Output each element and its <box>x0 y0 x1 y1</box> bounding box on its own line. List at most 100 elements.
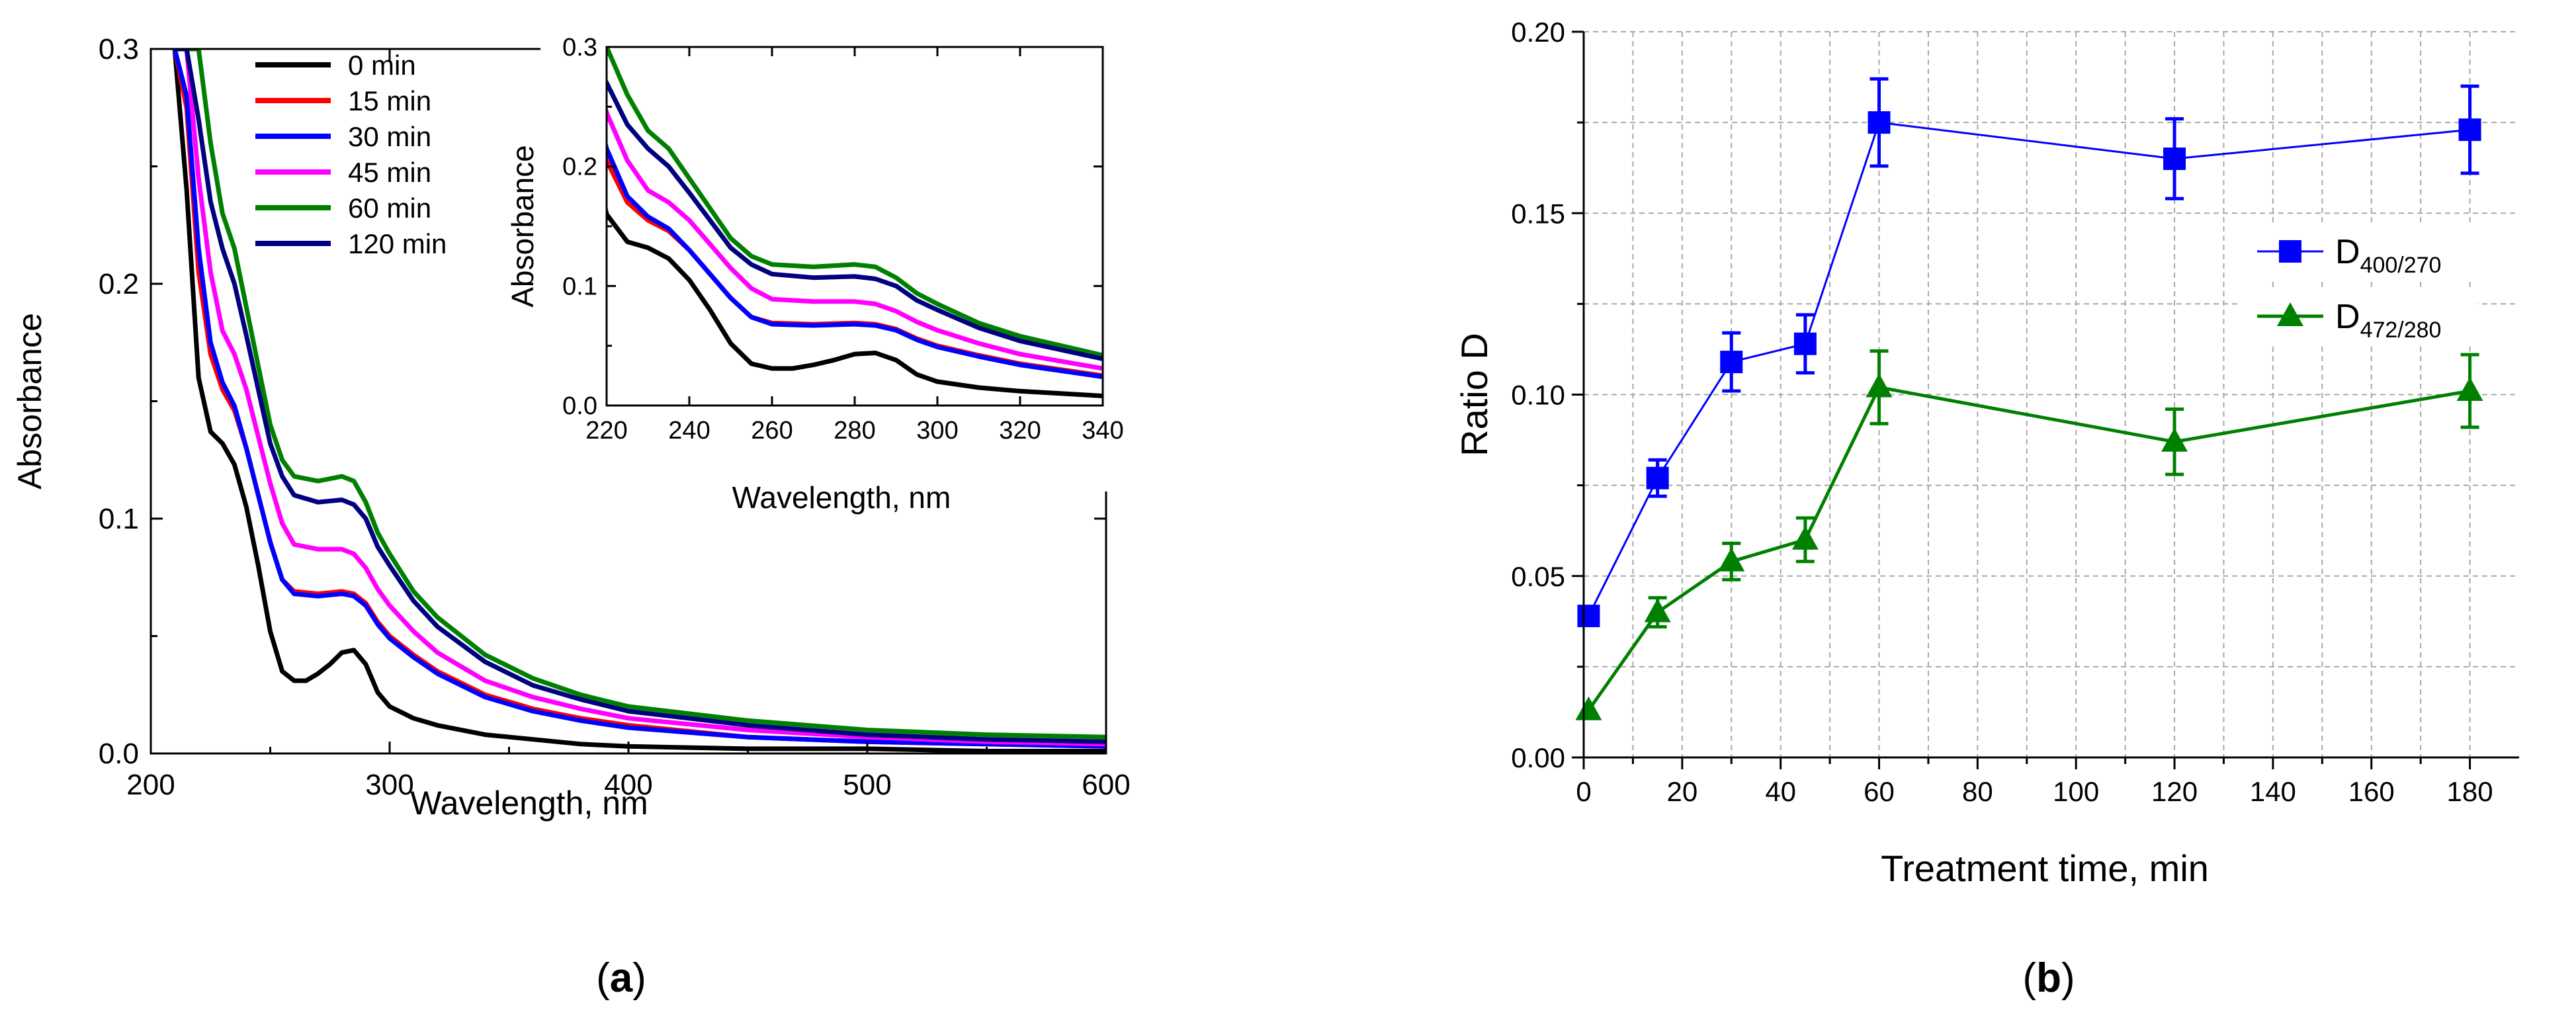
data-point-square <box>1577 605 1600 628</box>
legend-label: 60 min <box>348 193 431 224</box>
panel-caption: (a) <box>596 955 646 1001</box>
data-point-square <box>2163 147 2186 170</box>
data-point-square <box>1720 351 1743 374</box>
inset-series-line-30-min <box>607 139 1103 380</box>
series-triangle <box>1575 349 2483 720</box>
data-point-triangle <box>1718 547 1745 572</box>
legend-marker-triangle <box>2277 302 2303 326</box>
legend-label: 15 min <box>348 85 431 116</box>
panel-caption-close-paren: ) <box>2061 955 2075 1001</box>
legend-label: D472/280 <box>2335 298 2441 343</box>
x-tick-label: 600 <box>1082 769 1130 801</box>
x-tick-label: 100 <box>2053 776 2099 807</box>
series-line-D472/280 <box>1587 385 2471 712</box>
legend-label: 45 min <box>348 157 431 188</box>
y-tick-label: 0.05 <box>1511 561 1565 592</box>
y-tick-label: 0.1 <box>99 503 139 535</box>
inset-x-axis-label: Wavelength, nm <box>732 480 951 515</box>
legend-label: D400/270 <box>2335 233 2441 278</box>
legend-label: 120 min <box>348 228 447 259</box>
data-point-triangle <box>1575 696 1602 720</box>
panel-caption-open-paren: ( <box>2022 955 2036 1001</box>
inset-x-tick-label: 240 <box>668 417 710 445</box>
series-square <box>1577 77 2481 628</box>
chart-b-ratio-d: 0 20 40 60 80 100 120 140 160 180 0.00 0.05 0.10 0.15… <box>1453 17 2519 889</box>
panel-caption-letter: a <box>610 955 633 1001</box>
inset-y-tick-label: 0.2 <box>562 153 597 181</box>
y-tick-label: 0.0 <box>99 738 139 770</box>
series-line-30-min <box>172 49 1106 749</box>
inset-x-tick-label: 260 <box>751 417 793 445</box>
legend-label: 0 min <box>348 50 416 81</box>
inset-x-tick-label: 280 <box>834 417 875 445</box>
data-point-triangle <box>1791 525 1819 550</box>
inset-x-tick-label: 220 <box>585 417 627 445</box>
x-tick-label: 140 <box>2250 776 2296 807</box>
x-tick-label: 180 <box>2447 776 2493 807</box>
inset-series-line-60-min <box>607 47 1103 358</box>
legend-label-main: D <box>2335 298 2360 336</box>
y-tick-label: 0.00 <box>1511 742 1565 773</box>
x-tick-label: 20 <box>1666 776 1697 807</box>
panel-caption: (b) <box>2022 955 2075 1001</box>
legend-label: 30 min <box>348 121 431 152</box>
legend-label-subscript: 400/270 <box>2360 253 2442 278</box>
inset-y-tick-label: 0.3 <box>562 34 597 62</box>
chart-a-series-group <box>172 49 1106 753</box>
y-tick-label: 0.15 <box>1511 198 1565 229</box>
data-point-triangle <box>2161 427 2188 452</box>
data-point-square <box>1793 332 1817 355</box>
inset-x-tick-label: 300 <box>916 417 958 445</box>
legend: 0 min 15 min 30 min 45 min 60 min 120 min <box>255 50 447 259</box>
inset-x-tick-label: 340 <box>1082 417 1123 445</box>
panel-caption-close-paren: ) <box>632 955 646 1001</box>
legend-marker-square <box>2279 240 2301 263</box>
series-line-45-min <box>175 49 1106 747</box>
inset-series-line-0-min <box>607 203 1103 399</box>
x-tick-label: 200 <box>126 769 175 801</box>
inset-y-axis-label: Absorbance <box>505 145 540 308</box>
data-point-square <box>1868 111 1891 134</box>
data-point-square <box>2458 118 2481 142</box>
series-line-0-min <box>172 49 1106 753</box>
x-tick-label: 40 <box>1765 776 1796 807</box>
x-axis-label: Treatment time, min <box>1881 847 2209 889</box>
y-tick-label: 0.2 <box>99 268 139 300</box>
inset-series-line-120-min <box>607 78 1103 362</box>
data-point-square <box>1646 466 1669 490</box>
legend-label-main: D <box>2335 233 2360 271</box>
y-tick-label: 0.3 <box>99 33 139 65</box>
y-tick-label: 0.20 <box>1511 17 1565 48</box>
x-tick-label: 300 <box>365 769 413 801</box>
data-point-triangle <box>2456 377 2483 402</box>
series-line-60-min <box>175 49 1106 740</box>
x-tick-label: 500 <box>843 769 891 801</box>
y-axis-label: Ratio D <box>1453 333 1495 456</box>
inset-x-tick-label: 320 <box>999 417 1041 445</box>
panel-caption-open-paren: ( <box>596 955 610 1001</box>
panel-caption-letter: b <box>2036 955 2061 1001</box>
grid <box>1584 31 2519 757</box>
x-tick-label: 120 <box>2151 776 2198 807</box>
y-axis-label: Absorbance <box>11 313 48 490</box>
series-line-120-min <box>175 49 1106 744</box>
legend-label-subscript: 472/280 <box>2360 318 2442 343</box>
x-tick-label: 0 <box>1576 776 1591 807</box>
chart-a-inset: 220 240 260 280 300 320 340 0.0 0.1 0.2 0.3 Wavelen… <box>505 34 1124 515</box>
panel-captions: (a) (b) <box>596 955 2075 1001</box>
x-tick-label: 400 <box>604 769 652 801</box>
inset-series-group <box>607 47 1103 399</box>
x-axis-label: Wavelength, nm <box>410 785 648 822</box>
x-tick-label: 160 <box>2348 776 2395 807</box>
x-tick-label: 60 <box>1864 776 1895 807</box>
data-point-triangle <box>1866 373 1893 398</box>
inset-y-tick-label: 0.1 <box>562 273 597 300</box>
inset-series-line-45-min <box>607 105 1103 371</box>
y-tick-label: 0.10 <box>1511 380 1565 411</box>
inset-y-tick-label: 0.0 <box>562 392 597 420</box>
chart-a-absorbance-spectra: 200 300 400 500 600 0.0 0.1 0.2 0.3 Wavelength, n… <box>11 33 1131 822</box>
x-tick-label: 80 <box>1962 776 1993 807</box>
data-point-triangle <box>1644 598 1671 622</box>
